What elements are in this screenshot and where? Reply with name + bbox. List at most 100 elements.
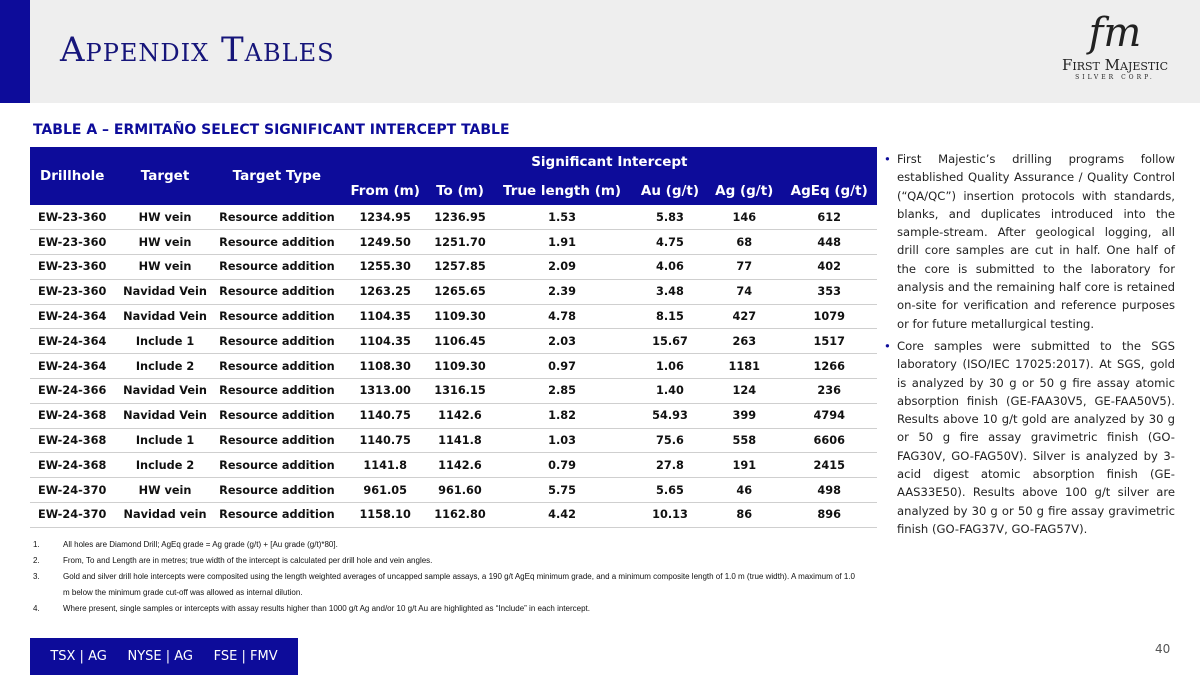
table-cell: 448 xyxy=(781,229,877,256)
table-cell: EW-24-368 xyxy=(30,428,119,454)
table-row: EW-23-360 HW vein Resource addition 1234.95… xyxy=(30,205,877,231)
table-cell: 4794 xyxy=(781,403,877,429)
table-cell: EW-23-360 xyxy=(30,279,119,305)
table-row: EW-23-360 HW vein Resource addition 1255.30… xyxy=(30,254,877,280)
footnote-text: All holes are Diamond Drill; AgEq grade … xyxy=(63,540,338,549)
table-cell: HW vein xyxy=(118,205,213,231)
table-cell: HW vein xyxy=(118,477,213,504)
table-cell: 0.97 xyxy=(491,353,633,380)
table-cell: Resource addition xyxy=(212,477,342,504)
table-row: EW-24-370 HW vein Resource addition 961.05 9… xyxy=(30,477,877,504)
table-cell: EW-24-368 xyxy=(30,403,119,429)
table-cell: 75.6 xyxy=(632,428,708,454)
footnote: 3. Gold and silver drill hole intercepts … xyxy=(33,569,863,601)
accent-bar xyxy=(0,0,30,103)
ticker-tsx: TSX | AG xyxy=(50,649,107,664)
table-cell: 4.42 xyxy=(491,502,633,528)
table-cell: 2.03 xyxy=(491,328,633,355)
page-number: 40 xyxy=(1155,642,1171,656)
company-logo: fm First Majestic SILVER CORP. xyxy=(1040,10,1190,95)
table-cell: Resource addition xyxy=(212,254,342,280)
table-cell: 2.09 xyxy=(491,254,633,280)
table-cell: Navidad vein xyxy=(118,502,213,528)
table-cell: EW-24-364 xyxy=(30,353,119,380)
table-row: EW-24-368 Navidad Vein Resource addition 11… xyxy=(30,403,877,429)
table-cell: 1313.00 xyxy=(341,378,429,404)
col-au: Au (g/t) xyxy=(632,176,708,205)
table-cell: 1181 xyxy=(707,353,782,380)
table-cell: 1517 xyxy=(781,328,877,355)
col-ag: Ag (g/t) xyxy=(707,176,782,205)
table-cell: 498 xyxy=(781,477,877,504)
table-cell: Navidad Vein xyxy=(118,403,213,429)
table-cell: Resource addition xyxy=(212,205,342,231)
table-cell: 1257.85 xyxy=(428,254,492,280)
table-cell: 0.79 xyxy=(491,452,633,479)
table-title: TABLE A – ERMITAÑO SELECT SIGNIFICANT IN… xyxy=(33,122,510,138)
col-to: To (m) xyxy=(428,176,492,205)
table-cell: 961.05 xyxy=(341,477,429,504)
col-ageq: AgEq (g/t) xyxy=(781,176,877,205)
table-cell: Navidad Vein xyxy=(118,378,213,404)
table-cell: 263 xyxy=(707,328,782,355)
table-cell: 1263.25 xyxy=(341,279,429,305)
table-cell: 27.8 xyxy=(632,452,708,479)
table-cell: 1079 xyxy=(781,304,877,330)
logo-sub: SILVER CORP. xyxy=(1075,74,1155,81)
table-cell: Navidad Vein xyxy=(118,279,213,305)
table-row: EW-24-368 Include 2 Resource addition 1141.… xyxy=(30,452,877,479)
table-cell: 1265.65 xyxy=(428,279,492,305)
footnote-number: 3. xyxy=(33,572,40,581)
table-cell: 124 xyxy=(707,378,782,404)
table-cell: 1251.70 xyxy=(428,229,492,256)
table-cell: Include 1 xyxy=(118,428,213,454)
footnote-text: Gold and silver drill hole intercepts we… xyxy=(63,572,855,597)
footnotes: 1. All holes are Diamond Drill; AgEq grad… xyxy=(33,537,863,617)
table-cell: 10.13 xyxy=(632,502,708,528)
table-cell: 1142.6 xyxy=(428,452,492,479)
table-cell: 8.15 xyxy=(632,304,708,330)
table-cell: 1.53 xyxy=(491,205,633,231)
table-cell: 427 xyxy=(707,304,782,330)
table-cell: 77 xyxy=(707,254,782,280)
col-from: From (m) xyxy=(341,176,429,205)
col-drillhole: Drillhole xyxy=(30,147,119,205)
table-cell: Resource addition xyxy=(212,403,342,429)
ticker-nyse: NYSE | AG xyxy=(127,649,193,664)
col-true-length: True length (m) xyxy=(491,176,633,205)
table-cell: 5.83 xyxy=(632,205,708,231)
logo-mark: fm xyxy=(1088,10,1142,56)
table-cell: EW-23-360 xyxy=(30,254,119,280)
table-cell: 236 xyxy=(781,378,877,404)
table-cell: Include 2 xyxy=(118,452,213,479)
table-cell: EW-24-368 xyxy=(30,452,119,479)
table-row: EW-24-364 Include 2 Resource addition 1108.… xyxy=(30,353,877,380)
table-cell: 68 xyxy=(707,229,782,256)
table-cell: 146 xyxy=(707,205,782,231)
page-title: Appendix Tables xyxy=(60,30,335,70)
table-cell: 6606 xyxy=(781,428,877,454)
table-cell: 1255.30 xyxy=(341,254,429,280)
table-cell: 1.03 xyxy=(491,428,633,454)
table-cell: 1316.15 xyxy=(428,378,492,404)
table-cell: 1266 xyxy=(781,353,877,380)
ticker-fse: FSE | FMV xyxy=(213,649,278,664)
table-cell: EW-24-364 xyxy=(30,328,119,355)
table-cell: 1.91 xyxy=(491,229,633,256)
group-header: Significant Intercept xyxy=(341,147,877,176)
table-cell: EW-24-370 xyxy=(30,477,119,504)
table-row: EW-23-360 HW vein Resource addition 1249.50… xyxy=(30,229,877,256)
table-cell: 2.39 xyxy=(491,279,633,305)
table-cell: 1104.35 xyxy=(341,328,429,355)
footnote-text: From, To and Length are in metres; true … xyxy=(63,556,433,565)
table-cell: 1158.10 xyxy=(341,502,429,528)
table-cell: 1236.95 xyxy=(428,205,492,231)
table-cell: 1141.8 xyxy=(428,428,492,454)
table-row: EW-24-366 Navidad Vein Resource addition 13… xyxy=(30,378,877,404)
table-cell: Navidad Vein xyxy=(118,304,213,330)
table-cell: Resource addition xyxy=(212,378,342,404)
table-cell: EW-24-370 xyxy=(30,502,119,528)
table-cell: EW-24-364 xyxy=(30,304,119,330)
table-cell: 74 xyxy=(707,279,782,305)
table-row: EW-24-368 Include 1 Resource addition 1140.… xyxy=(30,428,877,454)
